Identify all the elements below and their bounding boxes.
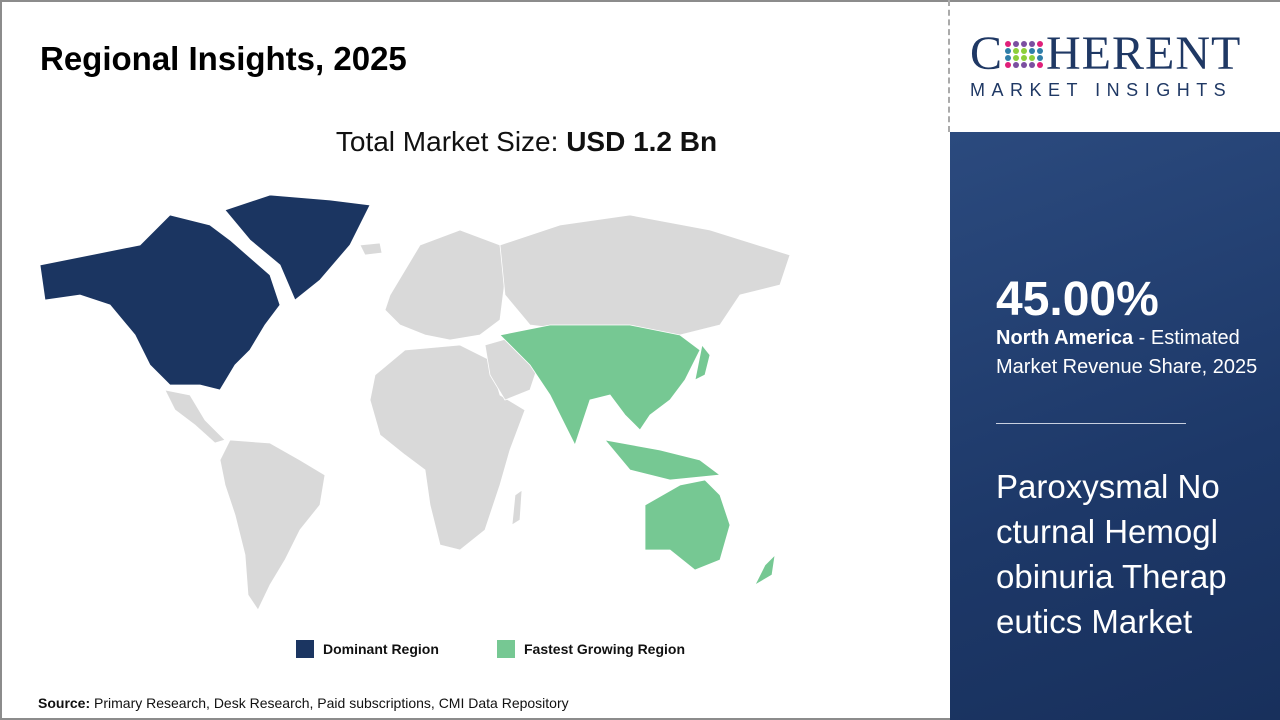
legend-dominant: Dominant Region <box>296 640 439 658</box>
map-asia-pacific <box>499 324 701 447</box>
divider <box>948 0 950 132</box>
market-size-value: USD 1.2 Bn <box>566 126 718 157</box>
map-russia <box>499 214 791 336</box>
logo-letter: C <box>970 27 1004 80</box>
legend-label: Fastest Growing Region <box>524 641 686 657</box>
map-north-america <box>39 214 281 391</box>
legend-fastest: Fastest Growing Region <box>497 640 685 658</box>
map-europe <box>384 229 506 341</box>
market-size-label: Total Market Size: <box>335 126 559 157</box>
map-iceland <box>359 242 383 256</box>
source-note: Source: Primary Research, Desk Research,… <box>38 695 569 711</box>
share-percent: 45.00% <box>996 273 1159 326</box>
share-desc-text: - Estimated Market Revenue Share, 2025 <box>996 327 1258 378</box>
map-africa <box>369 344 526 551</box>
source-label: Source: <box>38 695 91 711</box>
logo-word: HERENT <box>1046 27 1242 80</box>
dominant-swatch <box>296 640 314 658</box>
panel-divider <box>996 423 1186 424</box>
map-japan <box>694 344 711 381</box>
market-size: Total Market Size: USD 1.2 Bn <box>0 126 948 158</box>
globe-icon <box>1005 40 1044 68</box>
map-south-america <box>219 439 326 611</box>
logo-tagline: MARKET INSIGHTS <box>970 80 1233 100</box>
source-text: Primary Research, Desk Research, Paid su… <box>94 695 569 711</box>
world-map <box>39 194 791 611</box>
map-greenland <box>224 194 371 301</box>
map-new-zealand <box>754 553 776 587</box>
legend-label: Dominant Region <box>323 641 439 657</box>
fastest-swatch <box>497 640 515 658</box>
share-region: North America <box>996 327 1134 349</box>
map-madagascar <box>511 489 523 526</box>
share-description: North America - Estimated Market Revenue… <box>996 324 1271 382</box>
map-central-america <box>164 389 226 444</box>
logo: C HERENT MARKET INSIGHTS <box>970 30 1260 101</box>
map-indonesia <box>603 439 722 481</box>
product-name: Paroxysmal Nocturnal Hemoglobinuria Ther… <box>996 468 1227 640</box>
page-title: Regional Insights, 2025 <box>40 40 407 77</box>
map-australia <box>644 479 731 571</box>
info-panel: 45.00% North America - Estimated Market … <box>950 132 1280 720</box>
